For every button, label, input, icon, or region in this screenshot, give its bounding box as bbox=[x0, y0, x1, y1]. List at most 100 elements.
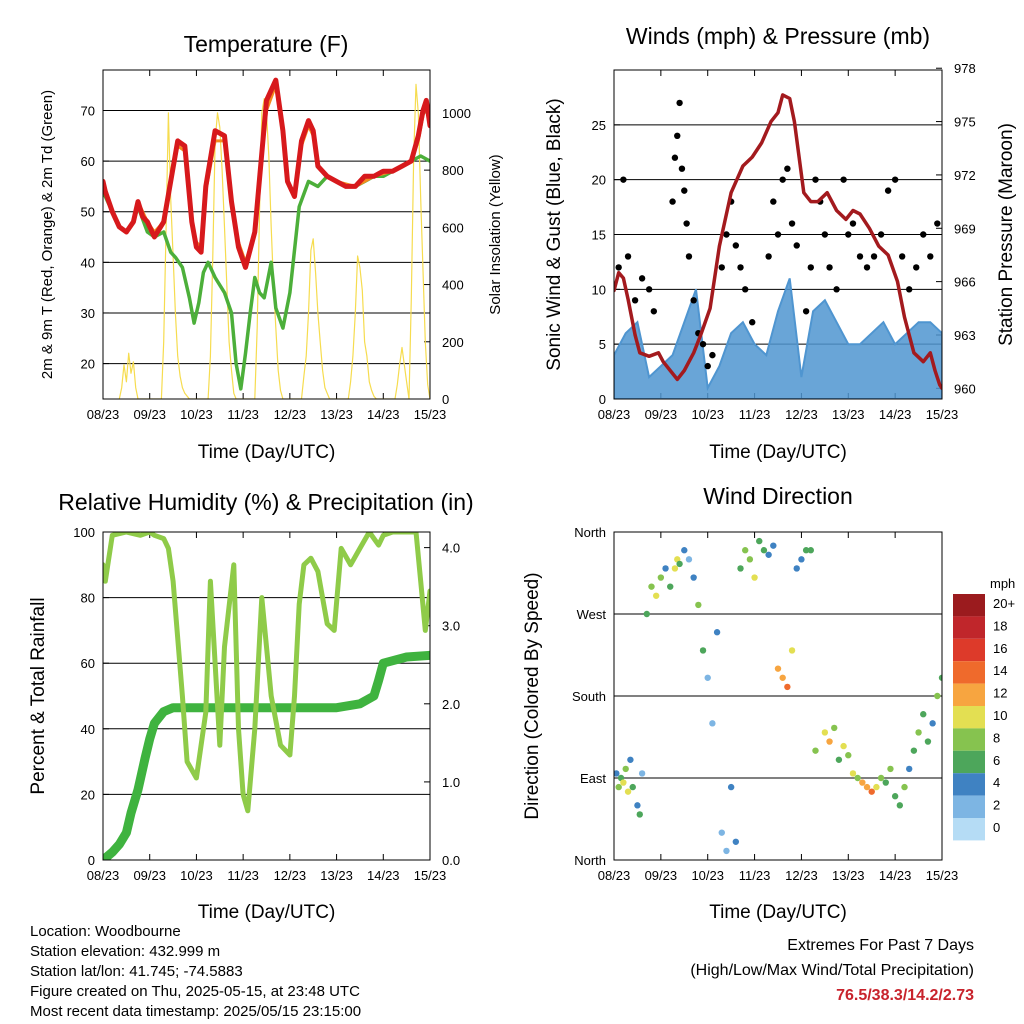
temperature-xtick-label: 14/23 bbox=[367, 407, 400, 422]
direction-point bbox=[624, 788, 632, 795]
direction-point bbox=[627, 756, 634, 763]
latlon-text: Station lat/lon: 41.745; -74.5883 bbox=[30, 963, 243, 980]
direction-point bbox=[896, 802, 904, 809]
gust-point bbox=[849, 220, 857, 227]
gust-point bbox=[645, 286, 653, 293]
gust-point bbox=[732, 242, 740, 249]
direction-xtick-label: 08/23 bbox=[598, 868, 631, 883]
humidity-ylabel: Percent & Total Rainfall bbox=[28, 597, 49, 794]
legend-label: 20+ bbox=[993, 596, 1015, 611]
temperature-xtick-label: 08/23 bbox=[87, 407, 120, 422]
direction-ytick-label: West bbox=[577, 607, 607, 622]
legend-swatch bbox=[953, 683, 985, 706]
direction-point bbox=[802, 547, 810, 554]
direction-xtick-label: 14/23 bbox=[879, 868, 912, 883]
td-series bbox=[103, 154, 430, 391]
gust-point bbox=[709, 351, 716, 359]
winds-y2tick-label: 969 bbox=[954, 221, 976, 236]
direction-point bbox=[742, 547, 749, 554]
direction-point bbox=[938, 674, 942, 681]
direction-point bbox=[774, 665, 782, 672]
gust-point bbox=[863, 264, 871, 271]
direction-point bbox=[891, 793, 899, 800]
gust-point bbox=[620, 176, 627, 183]
gust-point bbox=[779, 176, 786, 183]
direction-point bbox=[662, 565, 669, 572]
winds-y2tick-label: 978 bbox=[954, 61, 976, 76]
elevation-text: Station elevation: 432.999 m bbox=[30, 943, 221, 960]
winds-data bbox=[614, 93, 942, 399]
extremes-values: 76.5/38.3/14.2/2.73 bbox=[836, 987, 974, 1004]
direction-point bbox=[713, 629, 721, 636]
direction-point bbox=[934, 692, 941, 700]
direction-point bbox=[906, 765, 913, 773]
humidity-ytick-label: 60 bbox=[81, 656, 95, 671]
direction-point bbox=[821, 729, 829, 736]
gust-point bbox=[845, 231, 852, 238]
gust-point bbox=[742, 286, 749, 293]
direction-point bbox=[840, 742, 847, 750]
direction-ytick-label: East bbox=[580, 771, 606, 786]
legend-label: 12 bbox=[993, 686, 1007, 701]
winds-xtick-label: 08/23 bbox=[598, 407, 631, 422]
legend-swatch bbox=[953, 795, 985, 818]
extremes-subtitle: (High/Low/Max Wind/Total Precipitation) bbox=[690, 962, 974, 979]
temperature-y2label: Solar Insolation (Yellow) bbox=[487, 154, 504, 314]
solar-series bbox=[118, 83, 430, 399]
gust-point bbox=[913, 264, 920, 271]
direction-chart: Wind DirectionNorthEastSouthWestNorth08/… bbox=[522, 483, 1015, 923]
gust-point bbox=[920, 231, 927, 238]
gust-point bbox=[685, 253, 693, 260]
winds-y2tick-label: 972 bbox=[954, 168, 976, 183]
direction-point bbox=[924, 738, 932, 745]
station-info: Location: Woodbourne Station elevation: … bbox=[30, 922, 361, 1022]
direction-point bbox=[831, 724, 838, 732]
winds-chart: Winds (mph) & Pressure (mb) 0 5 10 15 20 25 960… bbox=[544, 23, 1017, 463]
humidity-data bbox=[103, 532, 430, 860]
gust-point bbox=[906, 286, 913, 293]
direction-point bbox=[634, 802, 641, 809]
humidity-ytick-label: 80 bbox=[81, 591, 95, 606]
temperature-ytick-label: 70 bbox=[81, 103, 95, 118]
temperature-frame bbox=[102, 69, 431, 400]
temperature-ylabel: 2m & 9m T (Red, Orange) & 2m Td (Green) bbox=[39, 90, 56, 379]
direction-point bbox=[690, 574, 697, 581]
winds-xlabel: Time (Day/UTC) bbox=[709, 442, 847, 463]
legend-swatch bbox=[953, 773, 985, 796]
winds-xtick-label: 15/23 bbox=[926, 407, 959, 422]
gust-point bbox=[674, 132, 681, 139]
rh-series bbox=[103, 532, 430, 814]
direction-point bbox=[845, 752, 852, 759]
temperature-xtick-label: 12/23 bbox=[274, 407, 307, 422]
gust-point bbox=[833, 286, 840, 293]
direction-frame bbox=[613, 531, 943, 861]
direction-point bbox=[732, 838, 740, 845]
gust-point bbox=[870, 253, 878, 260]
winds-ytick-label: 25 bbox=[592, 118, 606, 133]
temperature-data bbox=[103, 77, 430, 399]
gust-point bbox=[681, 187, 688, 194]
winds-xtick-label: 11/23 bbox=[739, 407, 771, 422]
direction-xtick-label: 15/23 bbox=[926, 868, 959, 883]
direction-xtick-label: 10/23 bbox=[691, 868, 724, 883]
temperature-chart: Temperature (F) 20 30 40 50 60 70 0 200 400 600 800… bbox=[39, 31, 504, 463]
winds-xtick-label: 13/23 bbox=[832, 407, 865, 422]
direction-point bbox=[718, 829, 725, 836]
legend-swatch bbox=[953, 728, 985, 751]
direction-point bbox=[614, 770, 620, 777]
direction-point bbox=[765, 551, 772, 558]
gust-point bbox=[699, 340, 707, 348]
direction-point bbox=[657, 574, 665, 581]
humidity-ytick-label: 40 bbox=[81, 722, 95, 737]
temperature-y2tick-label: 200 bbox=[442, 335, 464, 350]
legend-swatch bbox=[953, 616, 985, 639]
direction-point bbox=[737, 565, 744, 572]
gust-point bbox=[683, 220, 690, 227]
direction-point bbox=[685, 556, 693, 563]
legend-label: 0 bbox=[993, 820, 1000, 835]
humidity-chart: Relative Humidity (%) & Precipitation (i… bbox=[28, 489, 474, 923]
direction-point bbox=[636, 811, 643, 818]
direction-point bbox=[667, 583, 674, 590]
extremes-box: Extremes For Past 7 Days (High/Low/Max W… bbox=[690, 933, 974, 1008]
direction-point bbox=[629, 783, 636, 791]
